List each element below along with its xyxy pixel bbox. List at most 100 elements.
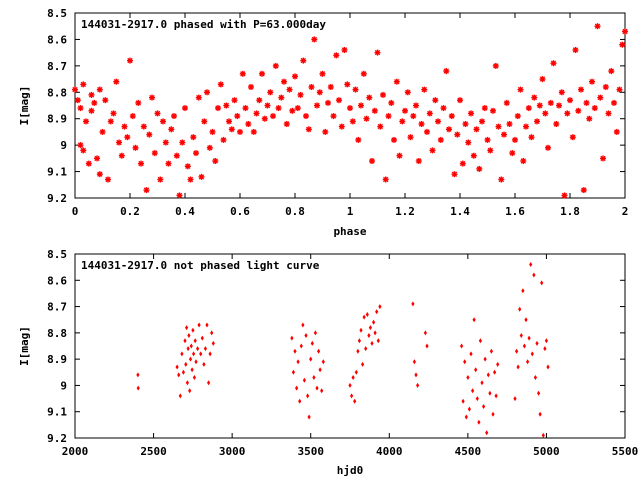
data-point <box>467 109 475 118</box>
data-point <box>184 162 192 171</box>
data-point <box>340 46 349 54</box>
data-point <box>543 346 547 352</box>
data-point <box>295 385 299 391</box>
data-point <box>412 101 420 110</box>
data-point <box>365 312 369 317</box>
y-tick-label: 9 <box>60 139 67 152</box>
data-point <box>178 138 187 147</box>
data-point <box>338 122 346 131</box>
data-point <box>277 93 285 102</box>
data-point <box>290 335 294 341</box>
data-point <box>513 396 517 402</box>
data-point <box>293 348 297 354</box>
x-tick-label: 1 <box>347 205 354 218</box>
data-point <box>373 330 377 336</box>
data-point <box>450 170 459 178</box>
data-point <box>299 343 303 349</box>
data-point <box>459 159 467 168</box>
data-point <box>519 333 523 338</box>
data-point <box>469 351 473 357</box>
data-point <box>153 109 162 118</box>
y-tick-label: 8.8 <box>47 86 67 99</box>
data-point <box>258 70 266 78</box>
data-point <box>324 99 332 107</box>
data-point <box>496 361 500 367</box>
data-point <box>79 146 88 155</box>
data-point <box>527 335 531 341</box>
y-tick-label: 8.7 <box>47 60 67 73</box>
data-point <box>371 107 379 115</box>
data-point <box>549 59 558 67</box>
data-point <box>255 96 263 104</box>
data-point <box>318 70 327 78</box>
data-point <box>104 175 112 184</box>
data-point <box>274 104 283 112</box>
y-tick-label: 9 <box>60 379 67 392</box>
data-point <box>426 109 434 118</box>
data-point <box>186 346 190 352</box>
data-point <box>536 101 544 110</box>
data-point <box>489 348 493 354</box>
data-point <box>87 91 96 99</box>
data-point <box>170 112 178 120</box>
data-point <box>505 120 514 128</box>
data-point <box>547 99 555 107</box>
data-point <box>494 393 498 399</box>
data-point <box>525 104 533 112</box>
data-point <box>214 104 222 112</box>
data-point <box>239 70 247 78</box>
y-tick-label: 9.2 <box>47 432 67 445</box>
data-point <box>540 280 544 286</box>
x-tick-label: 5500 <box>612 445 639 458</box>
data-point <box>563 109 571 118</box>
data-point <box>610 99 618 107</box>
data-point <box>335 96 343 104</box>
data-point <box>486 146 494 155</box>
x-tick-label: 2 <box>622 205 629 218</box>
data-point <box>142 186 151 194</box>
data-point <box>263 101 272 110</box>
data-point <box>327 83 335 91</box>
y-tick-label: 9.1 <box>47 406 67 419</box>
data-point <box>208 128 217 136</box>
data-point <box>180 351 184 357</box>
data-point <box>485 430 489 436</box>
data-point <box>474 367 478 373</box>
data-point <box>101 96 110 104</box>
data-point <box>530 93 538 102</box>
data-point <box>266 88 274 97</box>
data-point <box>580 186 588 194</box>
data-point <box>515 348 519 354</box>
data-point <box>588 77 596 86</box>
data-point <box>463 359 467 365</box>
data-point <box>538 411 542 417</box>
data-point <box>382 175 390 184</box>
data-point <box>291 72 299 81</box>
data-point <box>205 322 209 328</box>
data-point <box>272 62 280 70</box>
data-point <box>351 375 355 380</box>
data-point <box>206 144 214 152</box>
data-point <box>518 306 522 312</box>
data-point <box>437 136 445 144</box>
data-point <box>483 136 492 144</box>
data-point <box>315 385 319 391</box>
data-point <box>269 112 277 120</box>
y-tick-label: 9.2 <box>47 192 67 205</box>
data-point <box>615 85 624 94</box>
data-point <box>475 396 479 402</box>
data-point <box>359 327 363 333</box>
data-point <box>604 109 613 118</box>
data-point <box>354 136 362 144</box>
data-point <box>375 309 379 315</box>
data-point <box>118 151 126 160</box>
data-point <box>529 262 533 267</box>
data-point <box>621 27 629 36</box>
data-point <box>291 369 295 375</box>
data-point <box>442 67 450 75</box>
data-point <box>532 272 536 278</box>
data-point <box>417 120 426 128</box>
data-point <box>321 128 329 136</box>
data-point <box>354 369 358 375</box>
data-point <box>197 173 206 181</box>
